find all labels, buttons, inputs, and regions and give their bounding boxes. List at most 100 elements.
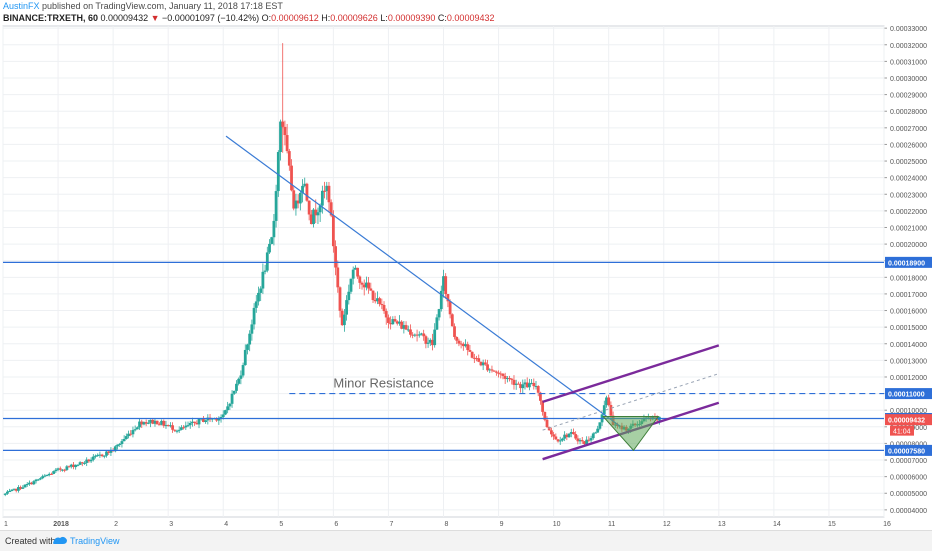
candle-body xyxy=(54,469,58,472)
candle-body xyxy=(47,473,51,476)
candle-body xyxy=(598,422,602,429)
candle-body xyxy=(371,290,375,301)
candle-body xyxy=(63,469,67,471)
candle-body xyxy=(113,446,117,452)
candle-body xyxy=(591,433,595,439)
candle-body xyxy=(325,185,329,192)
candle-body xyxy=(307,200,311,215)
candle-body xyxy=(450,314,454,327)
y-tick-label: 0.00020000 xyxy=(890,242,927,249)
y-tick-label: 0.00016000 xyxy=(890,309,927,316)
candle-body xyxy=(446,294,450,302)
channel-line xyxy=(542,344,720,404)
candle-body xyxy=(312,209,315,225)
candle-body xyxy=(263,270,267,272)
x-tick-label: 15 xyxy=(828,521,836,528)
candle-body xyxy=(153,420,157,424)
candle-body xyxy=(50,473,53,475)
x-tick-label: 14 xyxy=(773,521,781,528)
candle-body xyxy=(188,422,192,426)
candle-body xyxy=(23,484,27,488)
candle-body xyxy=(124,436,128,440)
candle-body xyxy=(545,419,549,428)
candle-body xyxy=(393,319,397,322)
candle-body xyxy=(160,420,163,425)
candle-body xyxy=(270,237,274,244)
candle-body xyxy=(530,382,533,384)
candle-body xyxy=(120,441,124,444)
candle-body xyxy=(532,382,536,387)
candle-body xyxy=(477,358,481,362)
candle-body xyxy=(459,343,463,345)
candle-body xyxy=(594,432,597,434)
x-tick-label: 5 xyxy=(279,521,283,528)
candle-body xyxy=(490,369,494,371)
candle-body xyxy=(356,267,360,277)
candle-body xyxy=(527,383,531,388)
candle-body xyxy=(406,329,410,331)
candle-body xyxy=(140,421,144,425)
candle-body xyxy=(508,378,511,380)
candle-body xyxy=(391,319,395,325)
candle-body xyxy=(505,378,509,380)
y-tick-label: 0.00024000 xyxy=(890,176,927,183)
candle-body xyxy=(345,300,348,315)
y-tick-label: 0.00028000 xyxy=(890,109,927,116)
minor-resistance-label: Minor Resistance xyxy=(333,376,433,391)
candle-body xyxy=(221,414,225,418)
candle-body xyxy=(318,205,322,213)
y-tick-label: 0.00005000 xyxy=(890,491,927,498)
low-value: 0.00009390 xyxy=(387,13,436,23)
y-tick-label: 0.00014000 xyxy=(890,342,927,349)
candle-body xyxy=(69,464,73,467)
candle-body xyxy=(572,432,575,435)
candle-body xyxy=(373,300,377,302)
candle-body xyxy=(142,422,146,425)
candle-body xyxy=(362,284,366,288)
countdown-label: 41:04 xyxy=(893,429,911,436)
candle-body xyxy=(554,436,558,440)
candle-body xyxy=(389,322,393,325)
candle-body xyxy=(283,126,287,136)
candle-body xyxy=(157,424,161,426)
candle-body xyxy=(39,478,42,480)
candle-body xyxy=(17,487,20,491)
candle-body xyxy=(541,400,545,412)
candle-body xyxy=(131,430,135,435)
candle-body xyxy=(100,454,104,457)
author-link[interactable]: AustinFX xyxy=(3,1,40,11)
descending-trendline xyxy=(225,135,621,427)
candle-body xyxy=(21,487,25,489)
price-badge xyxy=(885,256,932,268)
tradingview-logo-icon xyxy=(53,536,67,544)
candle-body xyxy=(547,427,551,431)
x-tick-label: 11 xyxy=(608,521,615,528)
candle-body xyxy=(175,430,179,432)
candle-body xyxy=(466,344,470,351)
candle-body xyxy=(85,459,89,463)
candle-body xyxy=(420,333,423,335)
candle-body xyxy=(409,329,412,335)
candle-body xyxy=(168,425,172,427)
candle-body xyxy=(254,301,258,308)
candle-body xyxy=(411,334,415,336)
candle-body xyxy=(296,200,300,204)
candle-body xyxy=(252,307,256,325)
candle-body xyxy=(327,185,331,203)
x-tick-label: 3 xyxy=(169,521,173,528)
price-chart[interactable]: 0.00033000 0.00032000 0.00031000 0.00030000… xyxy=(0,0,932,530)
candle-body xyxy=(360,282,364,285)
candle-body xyxy=(587,439,591,441)
candle-body xyxy=(510,378,514,380)
candle-body xyxy=(422,333,426,337)
candle-body xyxy=(384,311,388,318)
candle-body xyxy=(605,397,608,406)
candle-body xyxy=(235,383,238,391)
candle-body xyxy=(378,298,382,305)
tradingview-brand[interactable]: TradingView xyxy=(70,536,120,546)
candle-body xyxy=(550,430,553,435)
candle-body xyxy=(228,403,232,407)
candle-body xyxy=(19,487,23,489)
candle-body xyxy=(129,433,133,435)
symbol-name[interactable]: BINANCE:TRXETH, 60 xyxy=(3,13,99,23)
